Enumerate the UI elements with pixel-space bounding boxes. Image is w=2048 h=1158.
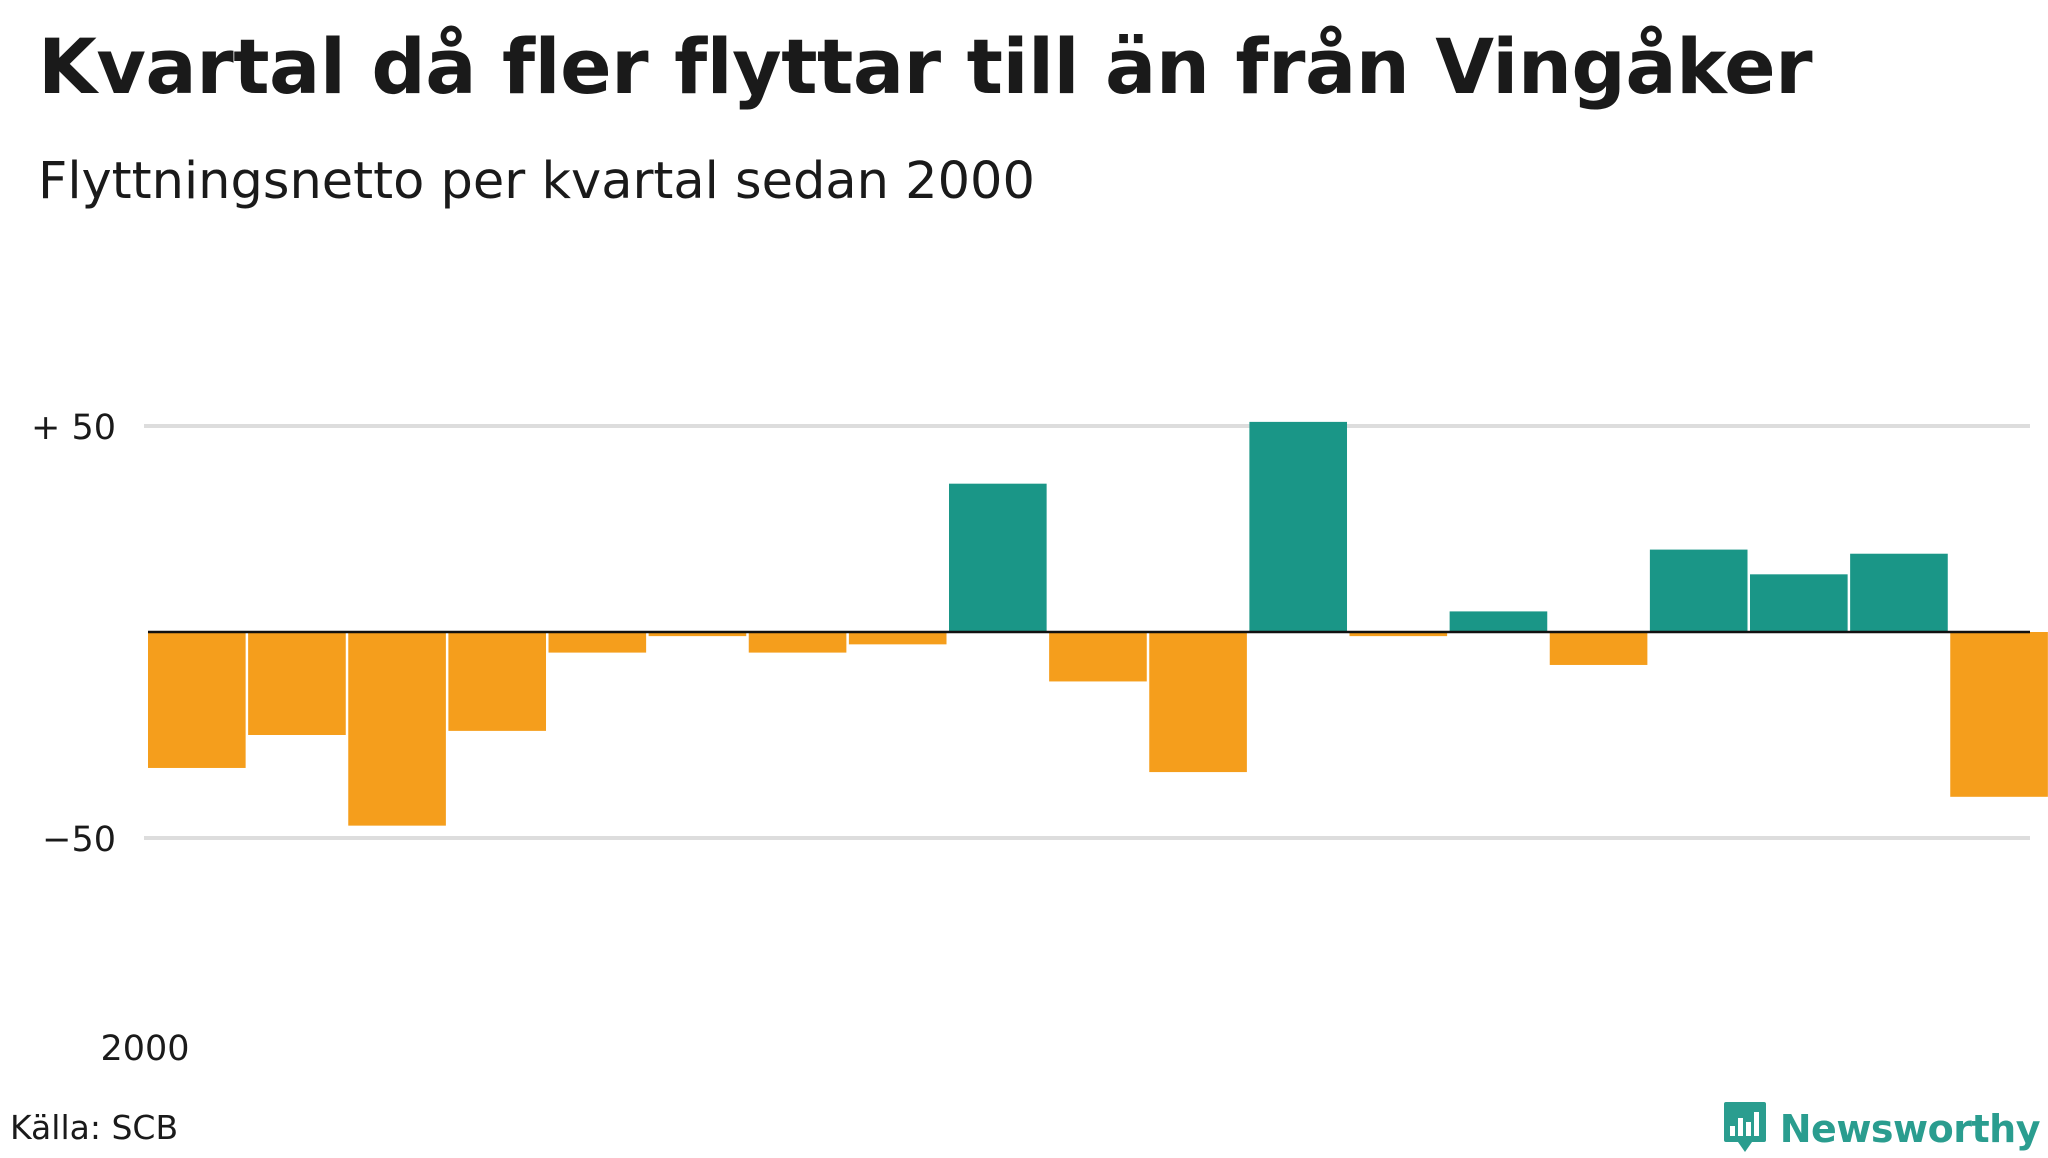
bar (1049, 632, 1147, 682)
x-tick-label: 2000 (100, 1029, 189, 1069)
bar (548, 632, 647, 653)
chart-subtitle: Flyttningsnetto per kvartal sedan 2000 (38, 152, 1035, 211)
bar (448, 632, 547, 731)
bar (848, 632, 947, 645)
bar (248, 632, 346, 735)
axis-labels: + 50−5020002005201020152020 (31, 408, 190, 1069)
bar (1349, 632, 1448, 637)
bar (1750, 574, 1848, 632)
y-tick-label: −50 (42, 820, 116, 860)
bar-chart-icon (1722, 1100, 1768, 1158)
bar (1449, 611, 1548, 632)
bar (1950, 632, 2048, 797)
bars (148, 421, 2048, 826)
bar (148, 632, 246, 768)
bar (949, 483, 1047, 632)
bar (648, 632, 747, 637)
bar (1549, 632, 1648, 665)
y-tick-label: + 50 (31, 408, 116, 448)
brand-logo: Newsworthy (1722, 1100, 2041, 1158)
brand-name: Newsworthy (1779, 1107, 2041, 1151)
bar (1249, 421, 1348, 632)
bar (1649, 549, 1748, 632)
bar (348, 632, 446, 826)
bar (1850, 553, 1948, 632)
bar (748, 632, 847, 653)
chart-title: Kvartal då fler flyttar till än från Vin… (38, 22, 1813, 111)
bar (1149, 632, 1247, 773)
source-note: Källa: SCB (10, 1108, 179, 1147)
gridlines (144, 424, 2030, 840)
